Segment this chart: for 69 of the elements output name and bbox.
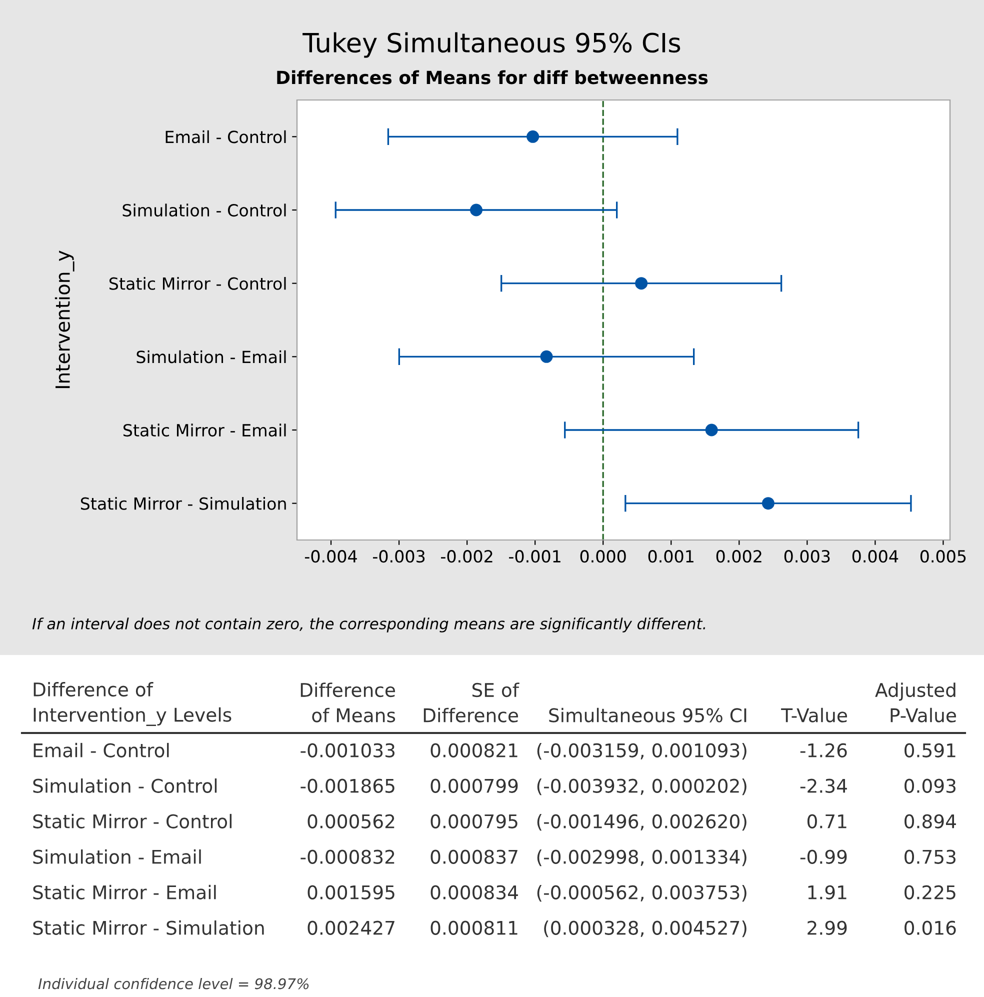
text: 0.093 [904, 778, 956, 793]
text: 0.000834 [430, 885, 518, 900]
point [526, 130, 540, 143]
y-tick-label: Static Mirror - Simulation [80, 497, 286, 510]
text: Adjusted P-Value [875, 682, 956, 722]
text: 0.894 [904, 814, 956, 828]
text: 0.000795 [430, 814, 518, 828]
text: (0.000328, 0.004527) [544, 920, 746, 938]
x-tick-label: -0.001 [509, 550, 560, 563]
x-tick-label: -0.002 [441, 550, 492, 563]
text: (-0.002998, 0.001334) [537, 849, 746, 866]
text: (-0.003932, 0.000202) [537, 778, 746, 796]
text: -2.34 [800, 778, 847, 793]
text: 0.71 [807, 814, 846, 828]
y-tick-label: Email - Control [166, 130, 286, 144]
text: Email - Control [34, 742, 169, 758]
text: -0.99 [800, 850, 847, 864]
text: If an interval does not contain zero, the corresponding means are significantly different. [32, 618, 706, 632]
text: 0.000821 [430, 743, 518, 758]
text: -0.001033 [300, 743, 394, 758]
x-tick-label: -0.003 [372, 550, 425, 563]
text: 2.99 [808, 920, 847, 935]
text: Simultaneous 95% CI [549, 708, 746, 722]
text: 0.016 [904, 920, 956, 935]
text: (-0.003159, 0.001093) [537, 742, 746, 760]
text: 0.000811 [430, 920, 518, 935]
x-tick-label: -0.004 [304, 550, 357, 563]
y-tick-label: Static Mirror - Control [109, 277, 286, 290]
x-tick-label: 0.002 [716, 550, 762, 563]
point [705, 424, 718, 436]
point [635, 277, 648, 290]
x-tick-label: 0.000 [580, 550, 626, 563]
y-tick-label: Simulation - Control [122, 204, 286, 217]
text: Simulation - Control [33, 778, 217, 793]
text: 0.591 [904, 743, 956, 758]
point [470, 204, 482, 216]
text: 0.000799 [430, 778, 518, 793]
text: T-Value [781, 708, 848, 722]
text: Difference of Means [300, 682, 396, 722]
y-tick-label: Simulation - Email [136, 350, 286, 364]
text: 0.002427 [308, 920, 394, 935]
y-tick-label: Static Mirror - Email [123, 424, 286, 437]
text: Static Mirror - Simulation [33, 920, 264, 935]
x-tick-label: 0.004 [852, 550, 898, 563]
text: -0.001865 [300, 778, 394, 793]
text: Static Mirror - Email [33, 884, 216, 900]
text: 0.000837 [430, 850, 518, 864]
text: (-0.001496, 0.002620) [537, 814, 746, 831]
text: SE of Difference [424, 682, 520, 722]
text: Individual confidence level = 98.97% [38, 978, 309, 990]
y-axis-title: Intervention_y [54, 250, 74, 388]
text: Simulation - Email [33, 849, 201, 864]
x-tick-label: 0.001 [648, 550, 694, 563]
chart-subtitle: Differences of Means for diff betweenness [277, 70, 708, 84]
text: (-0.000562, 0.003753) [537, 884, 746, 902]
text: Difference of Intervention_y Levels [34, 682, 232, 726]
x-tick-label: 0.003 [784, 550, 830, 563]
text: -1.26 [800, 743, 847, 758]
text: 0.000562 [308, 814, 394, 828]
x-tick-label: 0.005 [920, 550, 966, 563]
text: Static Mirror - Control [33, 814, 232, 828]
text: 0.001595 [308, 885, 394, 900]
text: -0.000832 [300, 850, 394, 864]
text: 0.753 [904, 850, 956, 864]
point [762, 497, 774, 510]
text: 1.91 [808, 885, 846, 900]
point [540, 350, 553, 363]
chart-title: Tukey Simultaneous 95% CIs [302, 32, 680, 58]
text: 0.225 [904, 885, 956, 900]
